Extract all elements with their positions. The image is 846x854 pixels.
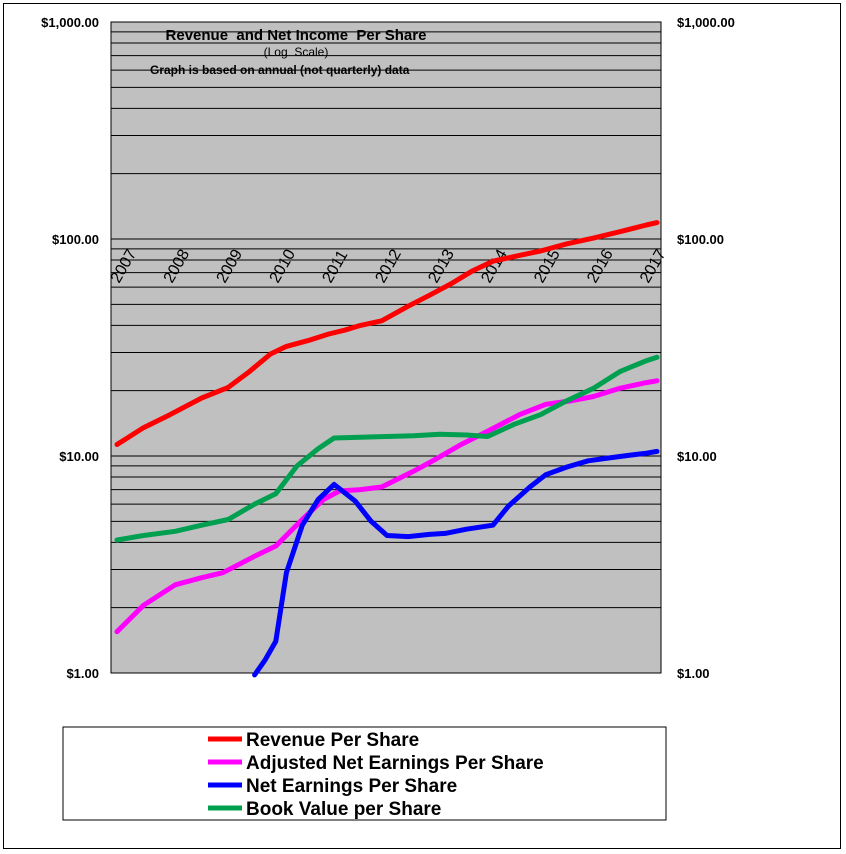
y-tick-label-left: $100.00	[52, 232, 99, 247]
y-tick-label-right: $10.00	[677, 449, 717, 464]
revenue-per-share-line	[114, 220, 660, 447]
plot-area	[110, 21, 662, 674]
book-value-per-share-line	[114, 354, 660, 543]
chart-subtitle: (Log Scale)	[264, 45, 329, 59]
series-lines	[114, 220, 660, 678]
y-tick-label-left: $1.00	[66, 666, 99, 681]
chart-frame	[3, 3, 841, 849]
legend-label: Book Value per Share	[246, 799, 441, 820]
legend-box	[62, 726, 667, 821]
y-tick-label-left: $10.00	[59, 449, 99, 464]
adjusted-net-earnings-per-share-line	[114, 378, 660, 635]
y-tick-label-right: $1.00	[677, 666, 710, 681]
chart-note: Graph is based on annual (not quarterly)…	[150, 63, 410, 77]
y-tick-label-right: $100.00	[677, 232, 724, 247]
gridlines	[111, 21, 661, 609]
y-axis-labels: $1.00 $1.00 $10.00 $10.00 $100.00 $100.00 $1,0…	[41, 15, 735, 681]
legend-label: Net Earnings Per Share	[246, 776, 457, 797]
y-tick-label-right: $1,000.00	[677, 15, 735, 30]
legend-label: Revenue Per Share	[246, 730, 419, 751]
chart-title: Revenue and Net Income Per Share	[166, 27, 427, 44]
legend-label: Adjusted Net Earnings Per Share	[246, 753, 544, 774]
net-earnings-per-share-line	[252, 448, 660, 678]
y-tick-label-left: $1,000.00	[41, 15, 99, 30]
